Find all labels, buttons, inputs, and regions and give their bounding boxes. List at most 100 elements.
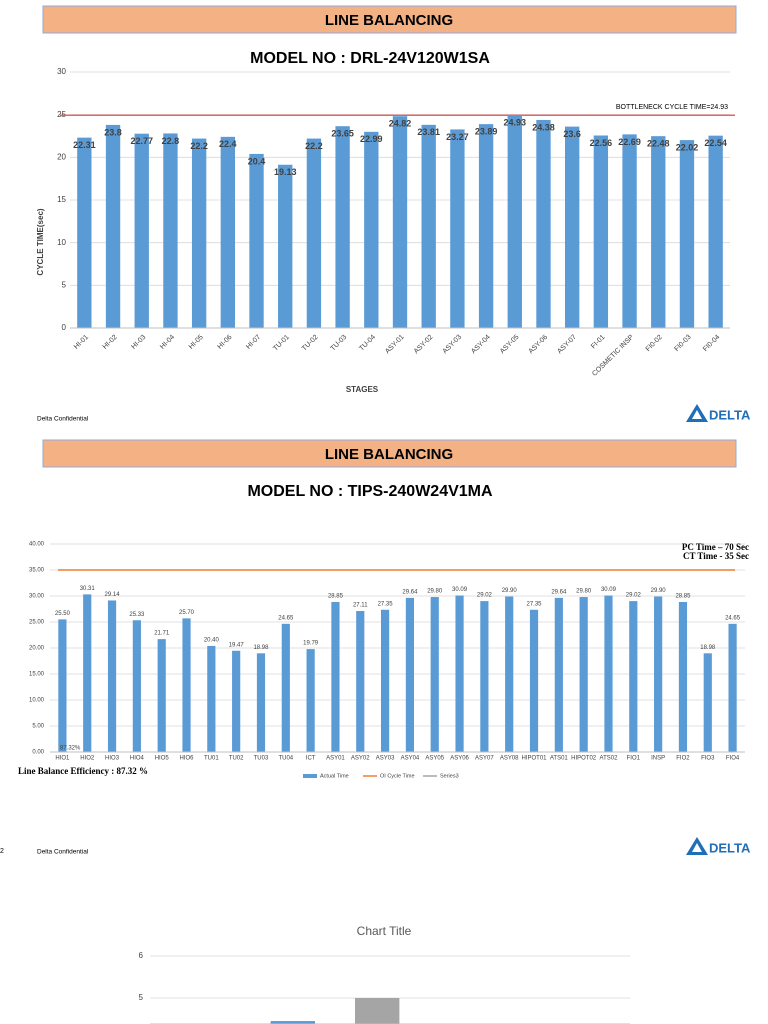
x-tick-label: FIO1 xyxy=(627,756,641,762)
data-label: 22.4 xyxy=(219,139,237,149)
x-tick-label: HI-06 xyxy=(216,334,233,351)
x-tick-label: ASY02 xyxy=(351,756,370,762)
data-label: 29.64 xyxy=(402,589,418,595)
data-label: 23.89 xyxy=(475,127,498,137)
data-label: 22.77 xyxy=(130,136,153,146)
y-tick-label: 5 xyxy=(139,993,144,1002)
bar xyxy=(163,133,178,328)
footer: Delta Confidential xyxy=(37,416,89,423)
bar xyxy=(220,136,235,328)
bar xyxy=(134,133,149,328)
bar xyxy=(354,997,400,1024)
x-tick-label: HIO2 xyxy=(80,756,95,762)
bar xyxy=(392,116,408,328)
x-tick-label: ASY01 xyxy=(326,756,345,762)
y-tick-label: 6 xyxy=(139,951,144,960)
bar xyxy=(157,639,166,752)
bar xyxy=(593,135,609,328)
data-label: 24.38 xyxy=(532,122,555,132)
x-tick-label: TU-04 xyxy=(358,334,377,353)
bar xyxy=(331,601,340,752)
data-label: 28.85 xyxy=(675,594,691,600)
data-label: 24.65 xyxy=(725,615,741,621)
bar xyxy=(421,124,436,328)
y-tick-label: 40.00 xyxy=(29,542,45,548)
bar xyxy=(450,129,465,328)
y-tick-label: 10.00 xyxy=(29,698,45,704)
y-tick-label: 10 xyxy=(57,238,66,247)
x-tick-label: TU01 xyxy=(204,756,219,762)
x-tick-label: HIPOT02 xyxy=(571,756,597,762)
legend-label: Series3 xyxy=(440,773,459,779)
bar xyxy=(207,645,216,752)
data-label: 22.8 xyxy=(162,136,180,146)
x-tick-label: ATS02 xyxy=(600,756,619,762)
data-label: 22.54 xyxy=(704,138,727,148)
data-label: 28.85 xyxy=(328,594,344,600)
chart-title: Chart Title xyxy=(357,924,412,938)
x-tick-label: TU-03 xyxy=(330,334,349,353)
page-number: 2 xyxy=(0,848,4,855)
bar xyxy=(58,619,67,752)
x-tick-label: ASY-02 xyxy=(413,334,435,356)
x-tick-label: TU04 xyxy=(278,756,293,762)
data-label: 29.90 xyxy=(502,588,518,594)
data-label: 29.14 xyxy=(105,592,121,598)
data-label: 22.48 xyxy=(647,139,670,149)
x-tick-label: HI-02 xyxy=(102,334,119,351)
data-label: 25.33 xyxy=(129,612,145,618)
bar xyxy=(579,597,588,752)
data-label: 23.81 xyxy=(417,127,440,137)
bar xyxy=(77,137,92,328)
efficiency: Line Balance Efficiency : 87.32 % xyxy=(18,766,148,776)
bar xyxy=(306,649,315,752)
bar xyxy=(654,596,663,752)
data-label: 29.02 xyxy=(626,593,642,599)
data-label: 27.35 xyxy=(378,601,394,607)
x-tick-label: ASY-06 xyxy=(528,334,550,356)
x-tick-label: FI-01 xyxy=(590,334,607,351)
bar xyxy=(728,623,737,752)
bar xyxy=(281,623,290,752)
bar xyxy=(679,140,695,328)
y-tick-label: 5 xyxy=(62,280,67,289)
bar xyxy=(505,596,514,752)
bar xyxy=(356,611,365,752)
data-label: 29.90 xyxy=(651,588,667,594)
bar xyxy=(105,124,121,328)
data-label: 20.40 xyxy=(204,637,220,643)
bar xyxy=(380,609,390,752)
bar xyxy=(651,136,666,328)
data-label: 30.09 xyxy=(601,587,617,593)
data-label: 22.31 xyxy=(73,140,96,150)
x-tick-label: ASY-07 xyxy=(556,334,578,356)
bar xyxy=(708,135,723,328)
legend-swatch xyxy=(303,774,317,778)
x-tick-label: HIO3 xyxy=(105,756,120,762)
bar xyxy=(480,601,489,752)
bar xyxy=(604,595,613,752)
y-tick-label: 0.00 xyxy=(32,750,44,756)
x-tick-label: HI-04 xyxy=(159,334,176,351)
x-tick-label: FI0-02 xyxy=(645,334,664,353)
chart-title: MODEL NO : TIPS-240W24V1MA xyxy=(247,483,493,500)
data-label: 21.71 xyxy=(154,631,170,637)
data-label: 22.2 xyxy=(305,141,323,151)
x-tick-label: ATS01 xyxy=(550,756,569,762)
x-tick-label: TU02 xyxy=(229,756,244,762)
x-tick-label: FIO3 xyxy=(701,756,715,762)
data-label: 22.56 xyxy=(590,138,613,148)
data-label: 29.80 xyxy=(427,589,443,595)
data-label: 24.82 xyxy=(389,119,412,129)
x-tick-label: FI0-04 xyxy=(702,334,721,353)
y-axis-label: CYCLE TIME(sec) xyxy=(36,208,45,275)
bar xyxy=(270,1021,316,1024)
bar xyxy=(83,594,92,752)
data-label: 22.02 xyxy=(676,142,699,152)
chart-title: MODEL NO : DRL-24V120W1SA xyxy=(250,50,490,67)
x-tick-label: HIO4 xyxy=(130,756,145,762)
x-tick-label: TU-01 xyxy=(272,334,291,353)
x-tick-label: TU03 xyxy=(254,756,269,762)
data-label: 22.69 xyxy=(618,137,641,147)
bar xyxy=(107,600,117,752)
